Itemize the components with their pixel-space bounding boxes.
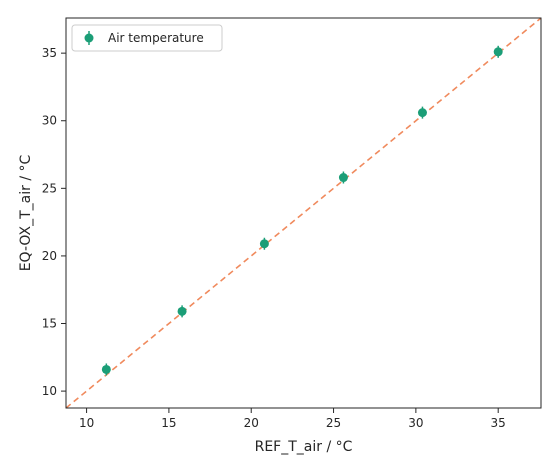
x-axis-label: REF_T_air / °C [255,439,353,455]
x-tick-label: 30 [408,416,423,430]
data-point [177,306,187,316]
y-tick-label: 25 [42,181,57,195]
data-points-layer [101,45,503,376]
legend-box [71,24,223,52]
reference-line-layer [65,17,542,409]
legend-marker [84,33,94,43]
data-point [259,239,269,249]
x-tick-label: 15 [161,416,176,430]
y-tick-label: 10 [42,384,57,398]
data-point [417,108,427,118]
y-tick-label: 35 [42,46,57,60]
x-tick-label: 10 [79,416,94,430]
y-axis-label: EQ-OX_T_air / °C [18,154,34,271]
data-point [101,364,111,374]
reference-line [65,17,542,409]
y-ticks-layer: 10 15 20 25 30 35 [42,46,66,398]
legend-label: Air temperature [108,31,204,45]
data-point [338,173,348,183]
y-tick-label: 30 [42,114,57,128]
x-tick-label: 20 [244,416,259,430]
plot-area-frame [65,17,542,409]
y-tick-label: 20 [42,249,57,263]
legend: Air temperature [71,24,223,52]
data-point [493,47,503,57]
x-tick-label: 35 [491,416,506,430]
x-ticks-layer: 10 15 20 25 30 35 [79,408,506,430]
x-tick-label: 25 [326,416,341,430]
y-tick-label: 15 [42,317,57,331]
